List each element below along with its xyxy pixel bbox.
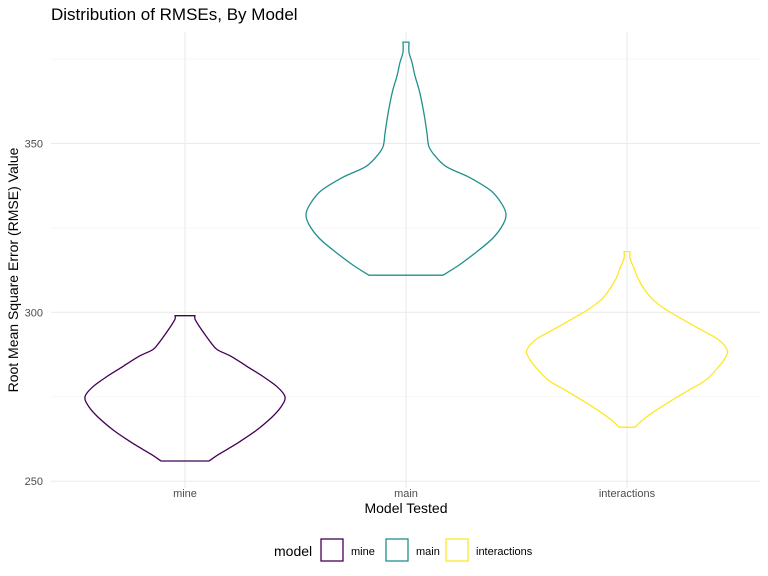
y-axis-ticks: 250 300 350 bbox=[25, 138, 43, 488]
x-tick-label: mine bbox=[173, 488, 197, 500]
legend-key-main bbox=[385, 538, 409, 562]
legend-key-interactions bbox=[445, 538, 469, 562]
y-axis-title: Root Mean Square Error (RMSE) Value bbox=[5, 147, 21, 392]
violin-main bbox=[305, 41, 507, 276]
violin-interactions bbox=[525, 250, 729, 428]
legend-key-mine bbox=[320, 538, 344, 562]
legend: model mine main interactions bbox=[274, 538, 533, 562]
legend-label-interactions: interactions bbox=[476, 546, 533, 558]
grid bbox=[51, 32, 760, 488]
legend-label-main: main bbox=[416, 546, 440, 558]
legend-label-mine: mine bbox=[351, 546, 375, 558]
legend-items: mine main interactions bbox=[320, 538, 533, 562]
chart-title: Distribution of RMSEs, By Model bbox=[51, 5, 298, 24]
x-tick-label: interactions bbox=[599, 488, 656, 500]
legend-title: model bbox=[274, 543, 312, 559]
x-axis-ticks: mine main interactions bbox=[173, 488, 656, 500]
y-tick-label: 350 bbox=[25, 138, 43, 150]
y-tick-label: 250 bbox=[25, 476, 43, 488]
violins bbox=[84, 41, 729, 462]
x-tick-label: main bbox=[394, 488, 418, 500]
y-tick-label: 300 bbox=[25, 307, 43, 319]
x-axis-title: Model Tested bbox=[364, 500, 447, 516]
violin-mine bbox=[84, 315, 286, 462]
